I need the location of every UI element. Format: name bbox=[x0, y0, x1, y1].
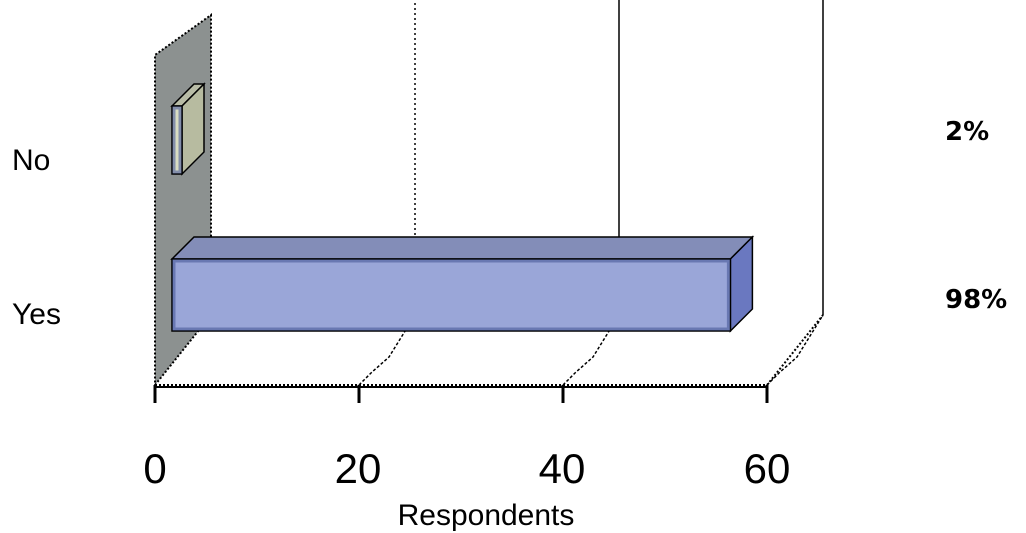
bar-yes bbox=[170, 235, 755, 333]
bar-no-front bbox=[171, 105, 183, 175]
floor-gridline-60 bbox=[766, 314, 824, 386]
bars bbox=[170, 82, 755, 333]
data-label-no: 2% bbox=[945, 117, 989, 147]
bar-no bbox=[170, 82, 206, 176]
bar-no-front-border bbox=[172, 106, 182, 174]
floor-gridline-20 bbox=[358, 314, 416, 386]
bar-yes-front bbox=[171, 258, 732, 332]
bar-yes-front-border bbox=[172, 259, 730, 331]
x-tick-label-40: 40 bbox=[539, 445, 586, 492]
x-tick-label-20: 20 bbox=[335, 445, 382, 492]
data-label-yes: 98% bbox=[945, 285, 1007, 315]
category-label-yes: Yes bbox=[12, 298, 61, 331]
x-tick-label-60: 60 bbox=[744, 445, 791, 492]
bar-yes-top bbox=[170, 236, 755, 260]
floor-gridline-40 bbox=[562, 314, 620, 386]
x-axis-title: Respondents bbox=[398, 499, 575, 532]
x-axis bbox=[153, 385, 769, 403]
category-label-no: No bbox=[12, 144, 50, 177]
x-tick-label-0: 0 bbox=[143, 445, 166, 492]
